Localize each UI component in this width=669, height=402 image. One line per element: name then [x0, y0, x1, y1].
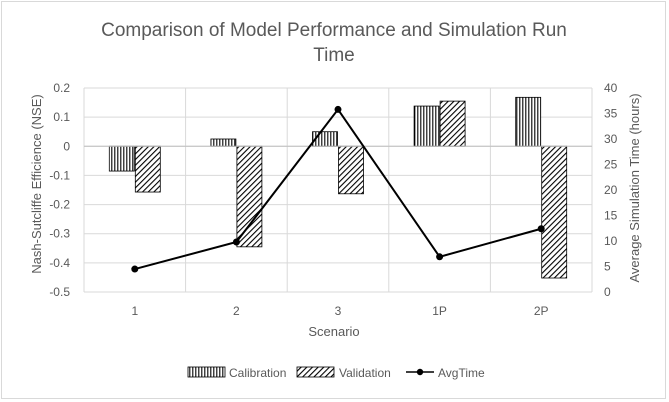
y2-tick-label: 20 [604, 183, 618, 197]
point-avgtime-1P [436, 253, 444, 261]
bar-validation-3 [338, 145, 364, 195]
bar-validation-1P [439, 100, 466, 147]
x-tick-label: 1P [432, 304, 447, 318]
chart-title-line-1: Comparison of Model Performance and Simu… [101, 20, 567, 41]
y2-tick-label: 35 [604, 107, 618, 121]
y2-tick-label: 30 [604, 132, 618, 146]
y2-tick-label: 10 [604, 234, 618, 248]
bar-calibration-1 [108, 145, 135, 172]
bar-calibration-2 [210, 138, 237, 147]
point-avgtime-2 [232, 238, 240, 246]
y2-tick-label: 40 [604, 81, 618, 95]
bar-validation-1 [134, 145, 161, 193]
y2-tick-label: 0 [604, 285, 611, 299]
y-axis-ticks: -0.5 -0.4 -0.3 -0.2 -0.1 0 0.1 0.2 [49, 81, 70, 299]
chart-title-line-2: Time [313, 45, 355, 66]
x-tick-label: 3 [335, 304, 342, 318]
x-tick-label: 2P [534, 304, 549, 318]
legend: Calibration Validation AvgTime [187, 366, 485, 380]
y-tick-label: 0.1 [53, 110, 70, 124]
y-tick-label: -0.4 [49, 256, 70, 270]
series-line-avgtime [134, 107, 542, 271]
legend-swatch-validation [296, 366, 335, 378]
y2-axis-ticks: 0 5 10 15 20 25 30 35 40 [604, 81, 618, 299]
x-axis-ticks: 1 2 3 1P 2P [131, 304, 548, 318]
legend-label-avgtime: AvgTime [438, 366, 485, 380]
y-tick-label: -0.3 [49, 227, 70, 241]
point-avgtime-1 [131, 265, 139, 273]
y-axis-title: Nash-Sutcliffe Efficience (NSE) [29, 94, 44, 273]
y2-tick-label: 15 [604, 209, 618, 223]
bar-validation-2 [236, 145, 263, 248]
y2-axis-title: Average Simulation Time (hours) [627, 93, 642, 282]
y-tick-label: -0.5 [49, 285, 70, 299]
x-tick-label: 1 [131, 304, 138, 318]
bar-calibration-2P [515, 96, 542, 147]
x-axis-title: Scenario [308, 324, 359, 339]
legend-marker-avgtime [416, 368, 424, 376]
x-tick-label: 2 [233, 304, 240, 318]
legend-swatch-calibration [187, 366, 226, 378]
legend-label-validation: Validation [339, 366, 391, 380]
y2-tick-label: 5 [604, 260, 611, 274]
y-tick-label: -0.2 [49, 198, 70, 212]
point-avgtime-3 [334, 105, 342, 113]
y-tick-label: 0.2 [53, 81, 70, 95]
avgtime-line-layer [131, 105, 545, 273]
y2-tick-label: 25 [604, 158, 618, 172]
bars [108, 96, 568, 279]
bar-validation-2P [541, 145, 568, 279]
y-tick-label: 0 [63, 139, 70, 153]
legend-label-calibration: Calibration [229, 366, 286, 380]
point-avgtime-2P [537, 225, 545, 233]
y-tick-label: -0.1 [49, 168, 70, 182]
bar-calibration-1P [413, 105, 440, 147]
